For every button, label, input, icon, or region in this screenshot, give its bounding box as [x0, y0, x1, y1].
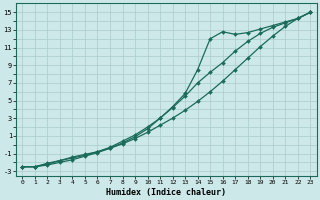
X-axis label: Humidex (Indice chaleur): Humidex (Indice chaleur): [106, 188, 226, 197]
